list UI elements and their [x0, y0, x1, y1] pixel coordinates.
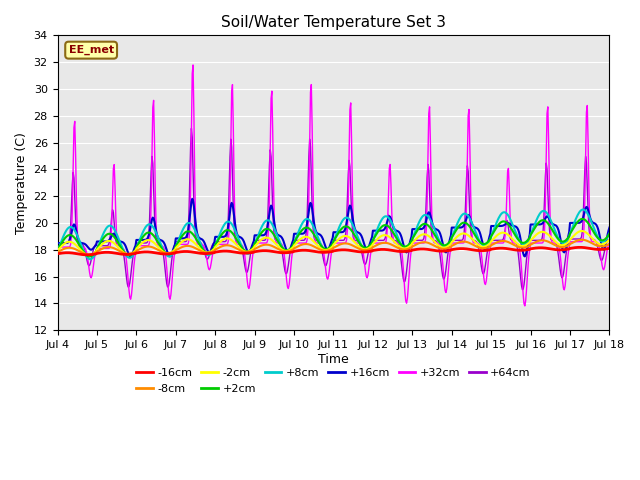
Text: EE_met: EE_met	[68, 45, 114, 55]
Y-axis label: Temperature (C): Temperature (C)	[15, 132, 28, 234]
Title: Soil/Water Temperature Set 3: Soil/Water Temperature Set 3	[221, 15, 446, 30]
Legend: -16cm, -8cm, -2cm, +2cm, +8cm, +16cm, +32cm, +64cm: -16cm, -8cm, -2cm, +2cm, +8cm, +16cm, +3…	[132, 364, 535, 398]
X-axis label: Time: Time	[318, 353, 349, 366]
